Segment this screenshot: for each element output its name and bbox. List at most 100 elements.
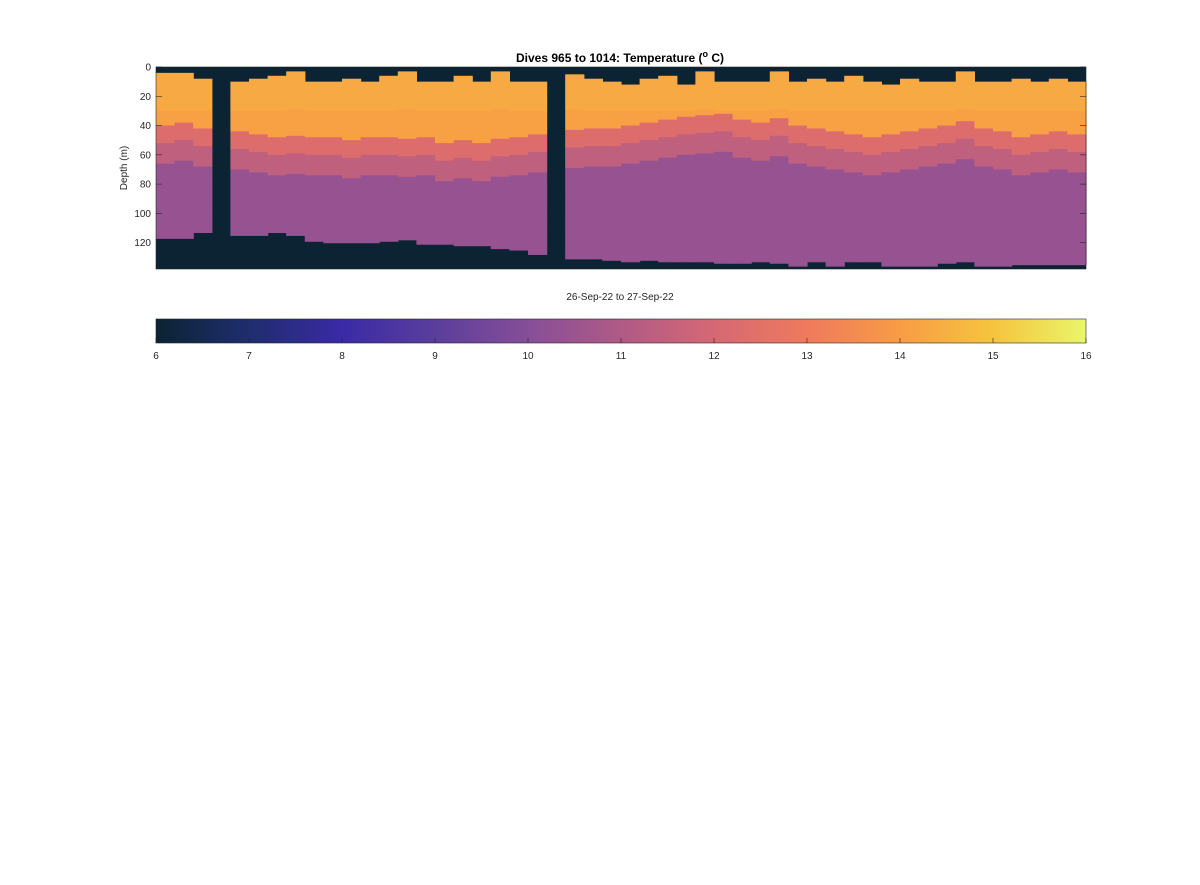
heatmap-cell (472, 184, 492, 188)
heatmap-cell (509, 175, 529, 179)
heatmap-cell (583, 198, 603, 203)
heatmap-cell (974, 181, 994, 185)
heatmap-cell (304, 184, 324, 188)
heatmap-cell (1030, 125, 1050, 130)
heatmap-cell (955, 194, 975, 198)
heatmap-cell (639, 110, 659, 115)
heatmap-cell (955, 165, 975, 169)
heatmap-cell (453, 131, 473, 135)
heatmap-cell (751, 245, 771, 250)
heatmap-cell (937, 131, 957, 135)
heatmap-cell (676, 225, 696, 229)
heatmap-cell (881, 233, 901, 238)
heatmap-cell (174, 201, 194, 206)
heatmap-cell (416, 122, 436, 127)
heatmap-cell (676, 172, 696, 176)
heatmap-cell (825, 102, 845, 106)
heatmap-cell (379, 96, 399, 100)
heatmap-cell (249, 204, 269, 209)
heatmap-cell (918, 213, 938, 217)
heatmap-cell (732, 198, 752, 203)
heatmap-cell (621, 181, 641, 185)
heatmap-cell (509, 210, 529, 214)
heatmap-cell (435, 216, 455, 220)
heatmap-cell (788, 93, 808, 97)
heatmap-cell (825, 105, 845, 109)
heatmap-cell (490, 162, 510, 166)
heatmap-cell (732, 137, 752, 141)
heatmap-cell (974, 113, 994, 118)
heatmap-cell (974, 160, 994, 165)
heatmap-cell (639, 131, 659, 135)
heatmap-cell (769, 77, 789, 81)
heatmap-cell (472, 210, 492, 214)
heatmap-cell (249, 119, 269, 124)
heatmap-cell (807, 148, 827, 153)
heatmap-cell (695, 103, 715, 108)
heatmap-cell (621, 105, 641, 109)
heatmap-cell (1067, 192, 1087, 197)
heatmap-cell (156, 169, 176, 173)
heatmap-cell (583, 178, 603, 182)
heatmap-cell (639, 242, 659, 247)
heatmap-cell (732, 245, 752, 250)
heatmap-cell (193, 204, 213, 209)
heatmap-cell (639, 239, 659, 244)
heatmap-cell (807, 248, 827, 253)
heatmap-cell (639, 184, 659, 188)
heatmap-cell (453, 119, 473, 124)
heatmap-cell (379, 157, 399, 162)
heatmap-cell (342, 181, 362, 185)
heatmap-cell (286, 159, 306, 163)
heatmap-cell (174, 72, 194, 77)
heatmap-cell (993, 213, 1013, 217)
heatmap-cell (342, 195, 362, 200)
heatmap-cell (788, 213, 808, 217)
heatmap-cell (769, 118, 789, 122)
heatmap-cell (174, 233, 194, 238)
heatmap-cell (881, 169, 901, 173)
heatmap-cell (621, 113, 641, 118)
heatmap-cell (156, 189, 176, 194)
heatmap-cell (174, 175, 194, 179)
heatmap-cell (825, 228, 845, 232)
heatmap-cell (1048, 233, 1068, 238)
heatmap-cell (602, 143, 622, 147)
heatmap-cell (844, 189, 864, 194)
heatmap-cell (732, 119, 752, 124)
heatmap-cell (807, 160, 827, 165)
heatmap-cell (844, 242, 864, 247)
heatmap-cell (323, 230, 343, 235)
heatmap-cell (900, 219, 920, 223)
heatmap-cell (1030, 201, 1050, 206)
heatmap-cell (360, 219, 380, 223)
heatmap-cell (323, 163, 343, 168)
heatmap-cell (249, 84, 269, 89)
heatmap-cell (509, 119, 529, 124)
heatmap-cell (230, 230, 250, 235)
heatmap-cell (676, 181, 696, 185)
heatmap-cell (918, 122, 938, 127)
heatmap-cell (993, 119, 1013, 124)
heatmap-cell (174, 148, 194, 153)
heatmap-cell (397, 235, 417, 239)
heatmap-cell (193, 157, 213, 162)
heatmap-cell (769, 208, 789, 213)
heatmap-cell (937, 245, 957, 250)
heatmap-cell (769, 197, 789, 201)
heatmap-cell (435, 233, 455, 238)
heatmap-cell (900, 146, 920, 150)
heatmap-cell (732, 225, 752, 229)
heatmap-cell (881, 242, 901, 247)
heatmap-cell (1048, 187, 1068, 191)
heatmap-cell (993, 148, 1013, 153)
heatmap-cell (1048, 216, 1068, 220)
heatmap-cell (714, 84, 734, 89)
heatmap-cell (304, 148, 324, 153)
heatmap-cell (416, 110, 436, 115)
heatmap-cell (714, 213, 734, 217)
heatmap-cell (1048, 84, 1068, 89)
heatmap-cell (732, 148, 752, 153)
heatmap-cell (416, 213, 436, 217)
heatmap-cell (993, 166, 1013, 171)
